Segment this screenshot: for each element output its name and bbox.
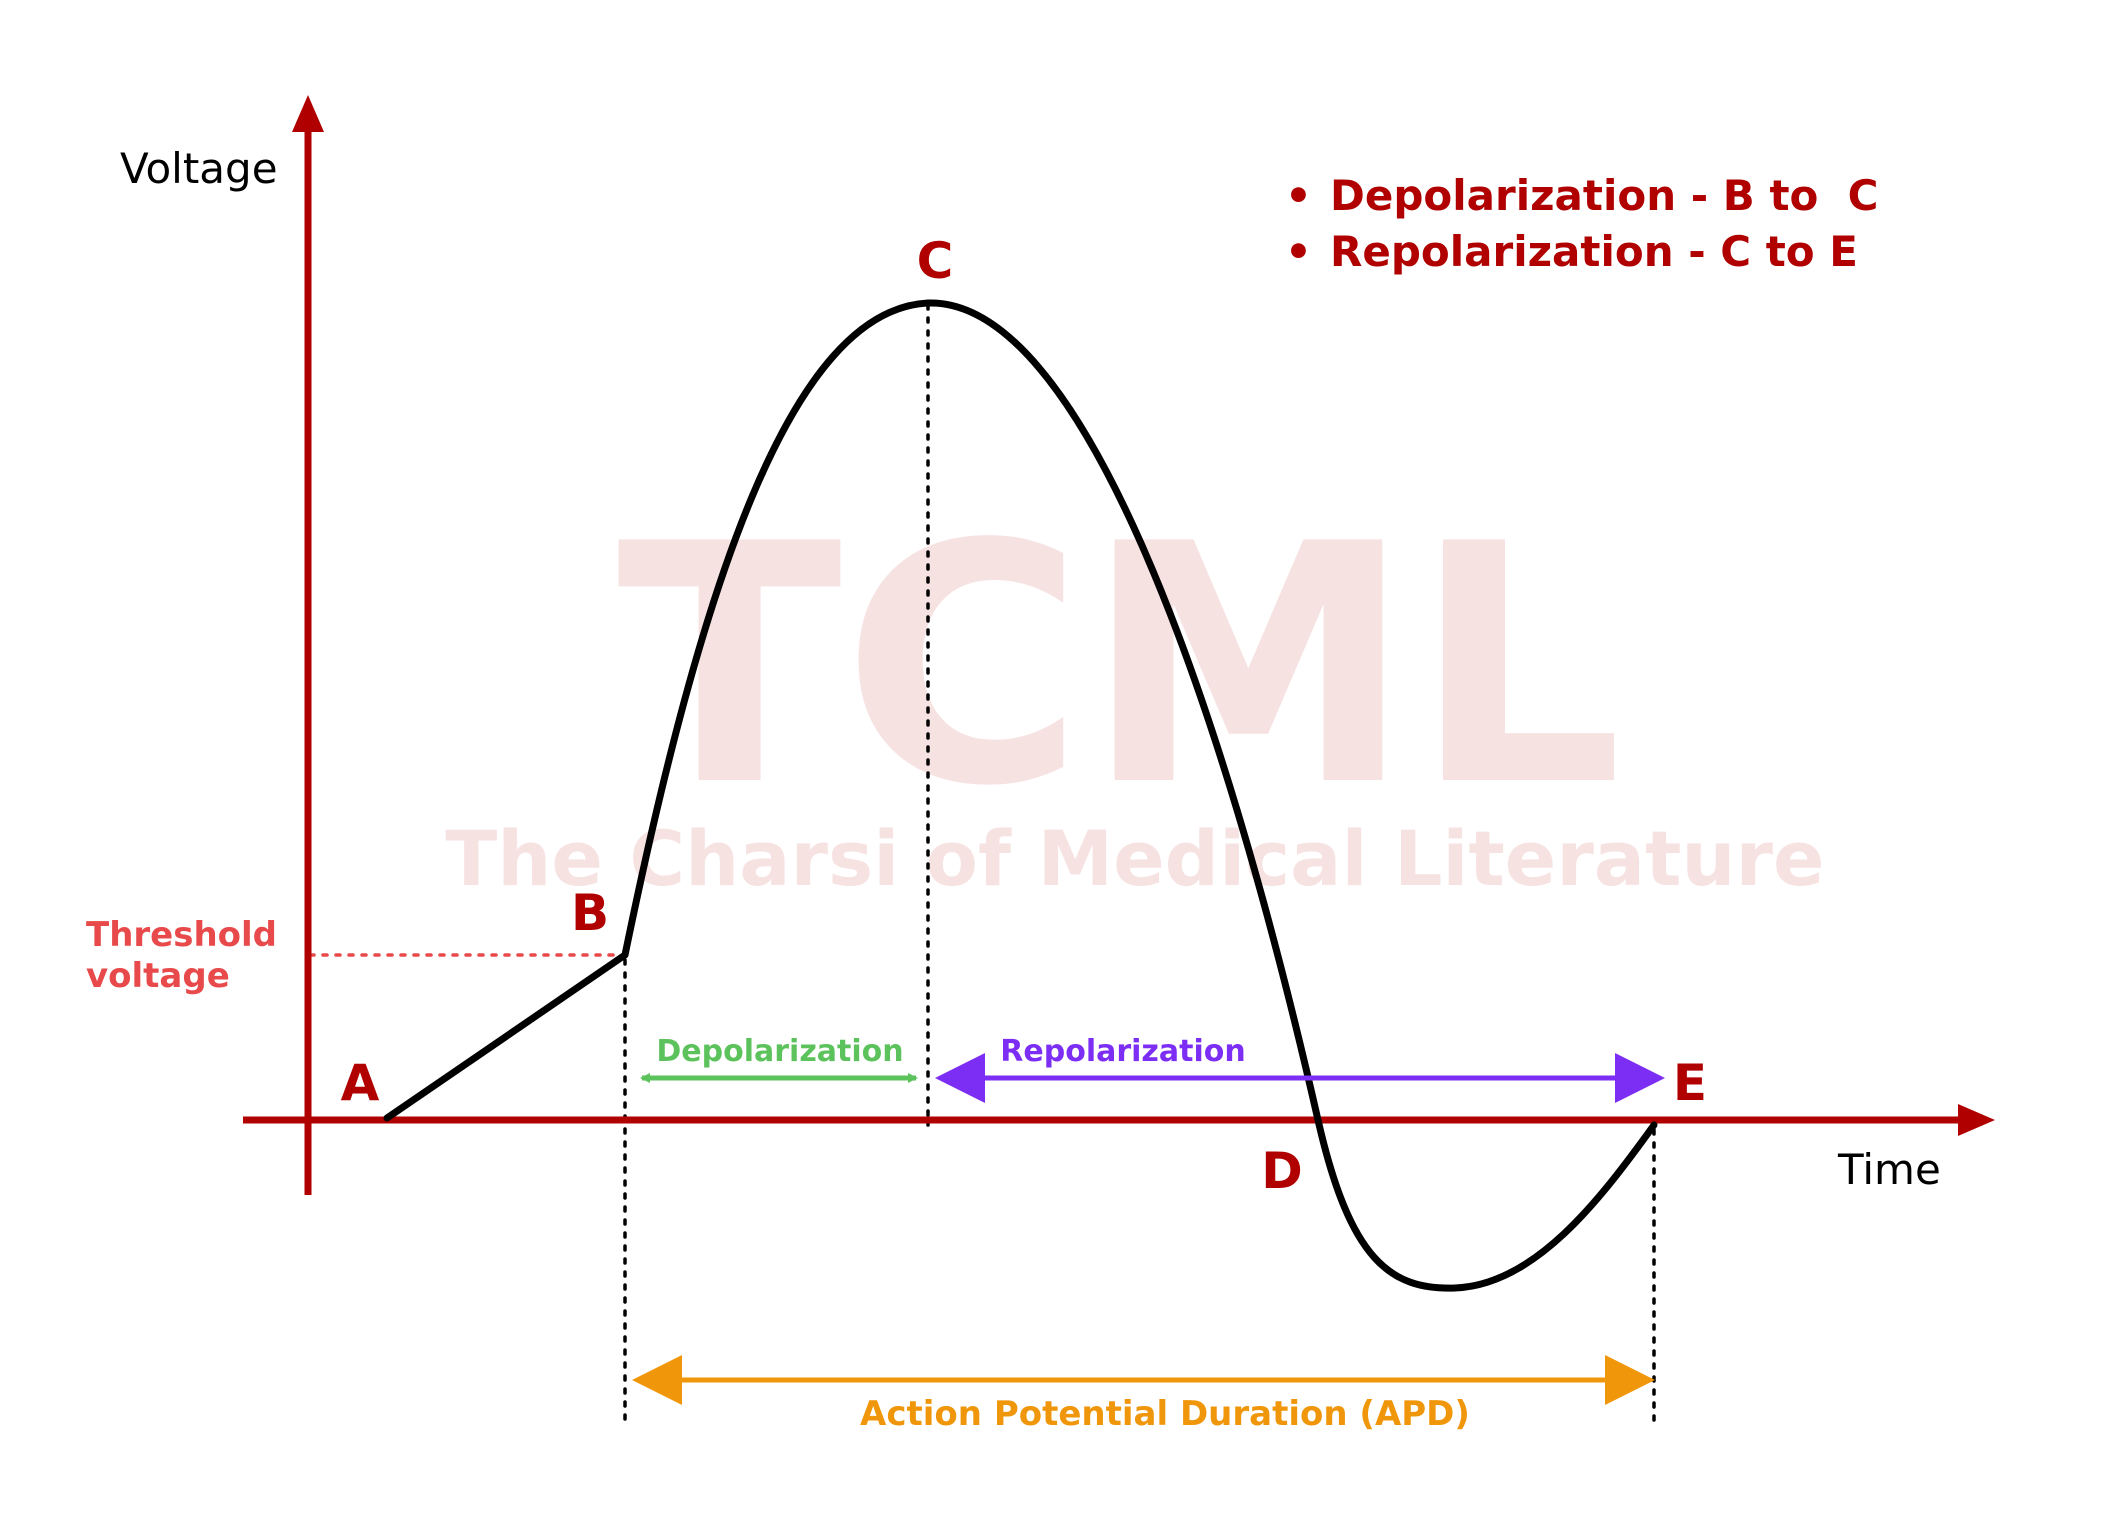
point-label-b: B xyxy=(571,884,609,942)
point-label-e: E xyxy=(1673,1054,1707,1112)
legend-bullet-2: • xyxy=(1285,227,1312,276)
y-axis-title: Voltage xyxy=(120,144,278,193)
x-axis-title: Time xyxy=(1837,1145,1941,1194)
y-axis-arrowhead xyxy=(292,95,324,132)
point-label-d: D xyxy=(1261,1142,1303,1200)
legend-bullet-1: • xyxy=(1285,171,1312,220)
legend-item-1: Depolarization - B to C xyxy=(1330,171,1878,220)
watermark-main: TCML xyxy=(617,474,1623,858)
action-potential-curve xyxy=(383,299,1658,1292)
legend: • Depolarization - B to C • Repolarizati… xyxy=(1285,171,1878,276)
apd-label: Action Potential Duration (APD) xyxy=(860,1394,1470,1434)
guide-lines xyxy=(623,303,1656,1422)
threshold-label-line2: voltage xyxy=(86,956,230,996)
watermark-sub: The Charsi of Medical Literature xyxy=(445,814,1824,903)
legend-item-2: Repolarization - C to E xyxy=(1330,227,1858,276)
axes xyxy=(243,95,1995,1195)
point-label-c: C xyxy=(917,232,954,290)
x-axis-arrowhead xyxy=(1958,1104,1995,1136)
repolarization-label: Repolarization xyxy=(1000,1034,1245,1069)
threshold-label-line1: Threshold xyxy=(86,915,277,955)
watermark: TCML The Charsi of Medical Literature xyxy=(445,474,1824,903)
point-label-a: A xyxy=(341,1054,380,1112)
depolarization-label: Depolarization xyxy=(656,1034,903,1069)
